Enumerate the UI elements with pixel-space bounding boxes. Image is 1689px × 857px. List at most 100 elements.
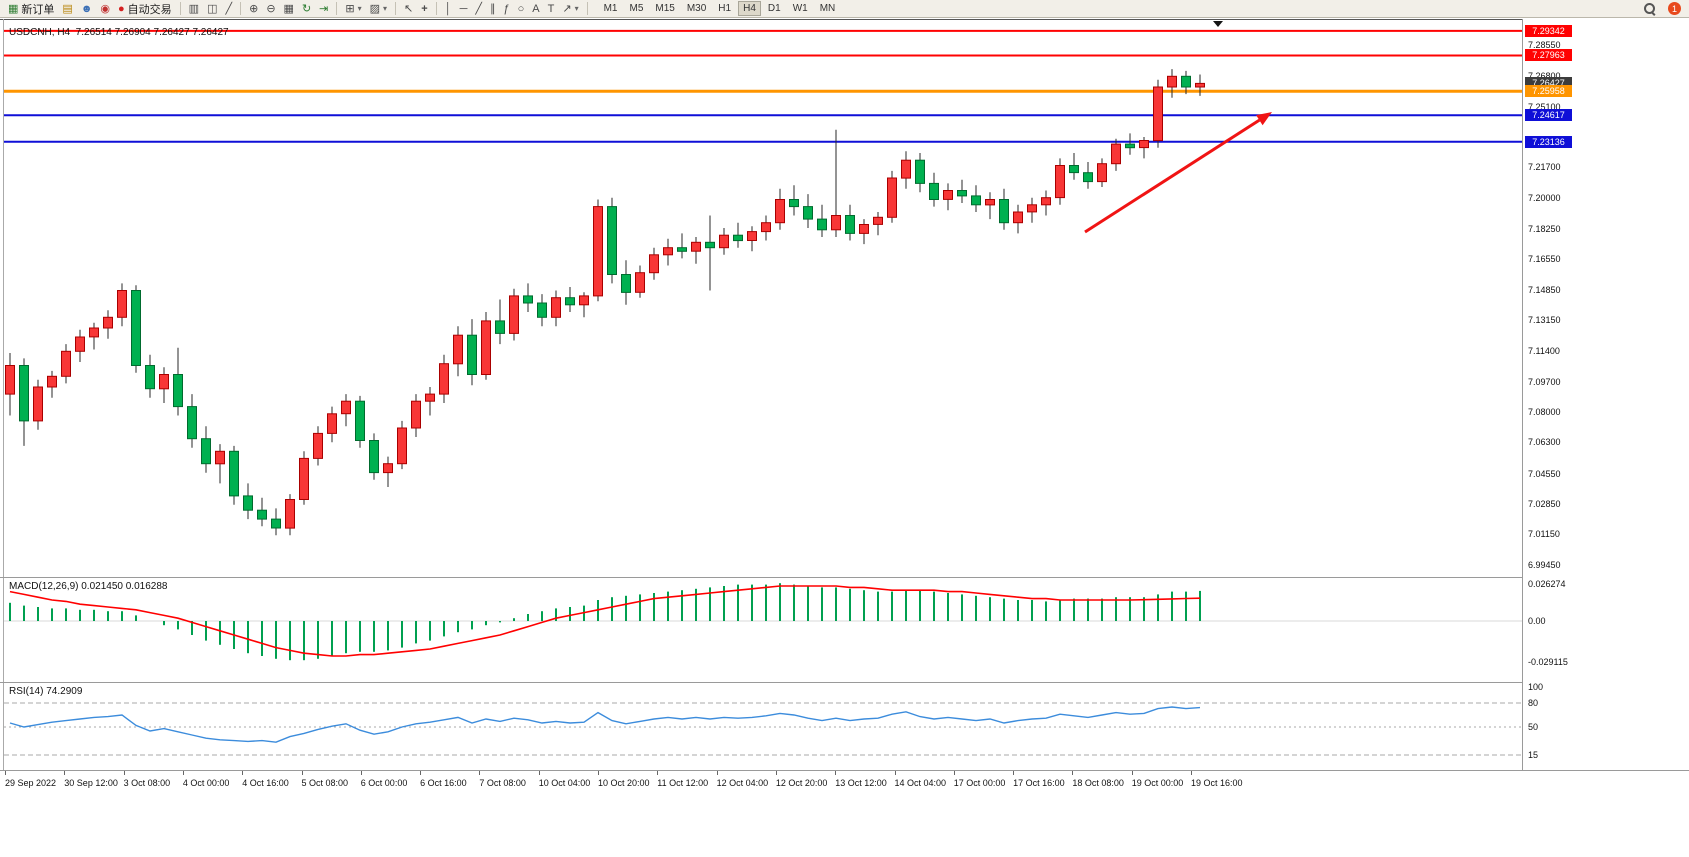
price-tick-label: 7.21700 — [1528, 162, 1561, 173]
autotrade-button[interactable]: ● 自动交易 — [115, 1, 175, 17]
new-chart-button[interactable]: ⊞ ▾ — [342, 1, 364, 17]
ellipse-icon: ○ — [517, 2, 525, 15]
zoom-out-button[interactable]: ⊖ — [263, 1, 278, 17]
price-badge-7.29342: 7.29342 — [1525, 24, 1572, 37]
timeframe-w1-button[interactable]: W1 — [788, 1, 813, 16]
price-tick-label: 7.18250 — [1528, 223, 1561, 234]
time-tick — [1131, 771, 1133, 775]
price-badge-7.23136: 7.23136 — [1525, 135, 1572, 148]
line-chart-button[interactable]: ╱ — [222, 1, 235, 17]
time-tick — [123, 771, 125, 775]
price-chart-panel[interactable]: USDCNH, H4 7.26514 7.26904 7.26427 7.264… — [4, 20, 1522, 577]
price-tick-label: 7.16550 — [1528, 254, 1561, 265]
price-tick-label: 7.13150 — [1528, 315, 1561, 325]
macd-panel[interactable]: MACD(12,26,9) 0.021450 0.016288 — [4, 578, 1522, 682]
timeframe-m1-button[interactable]: M1 — [599, 1, 623, 16]
fibonacci-icon: ƒ — [503, 2, 510, 15]
time-label: 17 Oct 16:00 — [1013, 778, 1065, 788]
symbol-info: USDCNH, H4 7.26514 7.26904 7.26427 7.264… — [9, 27, 229, 38]
zoom-in-icon: ⊕ — [249, 2, 259, 15]
time-label: 7 Oct 08:00 — [479, 778, 526, 788]
time-label: 29 Sep 2022 — [5, 778, 57, 788]
cursor-button[interactable]: ↖ — [401, 1, 416, 17]
price-tick-label: 7.08000 — [1528, 406, 1561, 417]
trendline-button[interactable]: ╱ — [472, 1, 485, 17]
trend-arrow[interactable] — [1084, 112, 1272, 234]
macd-title: MACD(12,26,9) 0.021450 0.016288 — [9, 581, 168, 592]
text-label-button[interactable]: T — [545, 1, 558, 17]
timeframe-mn-button[interactable]: MN — [815, 1, 841, 16]
template-button[interactable]: ▨ ▾ — [367, 1, 390, 17]
time-tick — [538, 771, 540, 775]
auto-scroll-button[interactable]: ↻ — [299, 1, 314, 17]
time-tick — [598, 771, 599, 775]
zoom-in-button[interactable]: ⊕ — [246, 1, 261, 17]
time-tick — [420, 771, 422, 775]
chevron-down-icon: ▾ — [574, 4, 579, 13]
charts-button[interactable]: ▤ — [59, 1, 75, 17]
timeframe-d1-button[interactable]: D1 — [763, 1, 786, 16]
time-label: 19 Oct 16:00 — [1191, 778, 1243, 788]
price-badge-7.25958: 7.25958 — [1525, 85, 1572, 98]
price-tick-label: 7.02850 — [1528, 498, 1561, 509]
channel-button[interactable]: ∥ — [487, 1, 499, 17]
person-icon: ☻ — [80, 2, 93, 15]
time-label: 30 Sep 12:00 — [64, 778, 118, 788]
time-tick — [835, 771, 837, 775]
channel-icon: ∥ — [489, 2, 496, 15]
autotrade-icon: ● — [118, 2, 125, 15]
vertical-line-button[interactable]: │ — [442, 1, 455, 17]
price-chart[interactable] — [4, 20, 1522, 577]
time-label: 10 Oct 20:00 — [598, 778, 650, 788]
line-chart-icon: ╱ — [225, 2, 233, 15]
price-axis[interactable]: 7.28550 7.26800 7.25100 7.21700 7.20000 7.182… — [1522, 19, 1689, 770]
time-tick — [64, 771, 66, 775]
macd-axis-label: -0.029115 — [1528, 656, 1568, 667]
panel-splitter[interactable] — [0, 577, 1689, 578]
price-tick-label: 7.09700 — [1528, 376, 1561, 387]
time-label: 6 Oct 00:00 — [360, 778, 408, 788]
search-button[interactable] — [1640, 1, 1659, 17]
bar-chart-button[interactable]: ▥ — [186, 1, 202, 17]
text-icon: A — [532, 2, 540, 15]
search-icon — [1643, 2, 1656, 15]
horizontal-line-button[interactable]: ─ — [457, 1, 471, 17]
time-tick — [1013, 771, 1015, 775]
signals-button[interactable]: ◉ — [97, 1, 113, 17]
timeframe-h4-button[interactable]: H4 — [738, 1, 761, 16]
new-order-button[interactable]: ▦ 新订单 — [5, 1, 57, 17]
timeframe-h1-button[interactable]: H1 — [713, 1, 736, 16]
time-label: 17 Oct 00:00 — [953, 778, 1006, 788]
tile-windows-button[interactable]: ▦ — [281, 1, 297, 17]
crosshair-button[interactable]: + — [418, 1, 430, 17]
rsi-panel[interactable]: RSI(14) 74.2909 — [4, 683, 1522, 770]
candle-chart-button[interactable]: ◫ — [204, 1, 220, 17]
chart-shift-icon: ⇥ — [319, 2, 329, 15]
time-tick — [301, 771, 303, 775]
time-tick — [657, 771, 659, 775]
time-tick — [775, 771, 777, 775]
text-button[interactable]: A — [529, 1, 542, 17]
auto-scroll-icon: ↻ — [301, 2, 312, 15]
time-label: 12 Oct 04:00 — [716, 778, 769, 788]
time-axis[interactable]: 29 Sep 2022 30 Sep 12:00 3 Oct 08:00 4 Oct … — [0, 770, 1689, 794]
fibonacci-button[interactable]: ƒ — [500, 1, 512, 17]
time-label: 14 Oct 04:00 — [894, 778, 947, 788]
price-tick-label: 7.26800 — [1528, 71, 1561, 81]
macd-signal-line — [9, 585, 1201, 657]
notification-badge[interactable]: 1 — [1668, 2, 1681, 15]
price-badge-7.24617: 7.24617 — [1525, 109, 1572, 122]
panel-splitter[interactable] — [0, 682, 1689, 683]
time-tick — [953, 771, 955, 775]
timeframe-m5-button[interactable]: M5 — [624, 1, 648, 16]
arrows-button[interactable]: ↗ ▾ — [559, 1, 581, 17]
timeframe-m30-button[interactable]: M30 — [682, 1, 711, 16]
horizontal-line-icon: ─ — [459, 2, 468, 15]
vertical-line-icon: │ — [444, 2, 452, 15]
timeframe-m15-button[interactable]: M15 — [650, 1, 679, 16]
community-button[interactable]: ☻ — [78, 1, 96, 17]
time-label: 13 Oct 12:00 — [835, 778, 887, 788]
chart-window-border — [3, 19, 4, 771]
shapes-button[interactable]: ○ — [515, 1, 528, 17]
chart-shift-button[interactable]: ⇥ — [316, 1, 331, 17]
